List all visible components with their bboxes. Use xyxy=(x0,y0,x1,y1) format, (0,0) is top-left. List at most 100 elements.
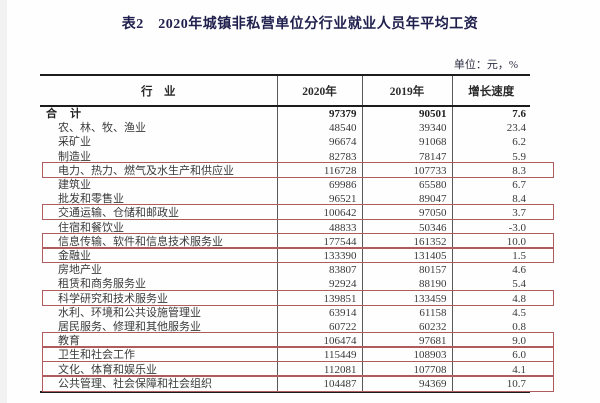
value-2019-cell: 65580 xyxy=(361,178,452,193)
value-2020-cell: 48833 xyxy=(276,220,362,235)
growth-cell: 23.4 xyxy=(451,121,530,136)
table-title: 表2 2020年城镇非私营单位分行业就业人员年平均工资 xyxy=(121,17,479,32)
value-2020-cell: 112081 xyxy=(276,362,362,377)
growth-cell: 10.0 xyxy=(451,234,530,250)
value-2020-cell: 69986 xyxy=(276,178,362,193)
table-row: 电力、热力、燃气及水生产和供应业 116728 107733 8.3 xyxy=(40,163,530,179)
value-2019-cell: 61158 xyxy=(361,305,452,321)
value-2019-cell: 97681 xyxy=(361,334,452,349)
industry-cell: 文化、体育和娱乐业 xyxy=(58,363,157,376)
value-2019-cell: 161352 xyxy=(361,234,452,250)
industry-cell: 采矿业 xyxy=(58,136,91,149)
value-2020-cell: 92924 xyxy=(276,277,362,292)
value-2019-cell: 107733 xyxy=(361,163,452,179)
growth-cell: -3.0 xyxy=(451,220,530,235)
growth-cell: 8.3 xyxy=(451,163,530,179)
value-2020-cell: 133390 xyxy=(276,249,362,264)
value-2020-cell: 139851 xyxy=(276,291,362,306)
value-2020-cell: 96674 xyxy=(276,135,362,150)
value-2020-cell: 115449 xyxy=(276,348,362,363)
growth-cell: 4.8 xyxy=(451,291,530,306)
growth-cell: 5.9 xyxy=(451,149,530,164)
value-2019-cell: 39340 xyxy=(361,121,452,136)
wage-table-wrap: 行 业 2020年 2019年 增长速度 合 计 97379 90501 7.6… xyxy=(40,74,554,394)
table-row: 教育 106474 97681 9.0 xyxy=(40,334,530,349)
industry-cell: 卫生和社会工作 xyxy=(58,349,135,362)
industry-cell: 农、林、牧、渔业 xyxy=(58,122,146,135)
table-row: 农、林、牧、渔业 48540 39340 23.4 xyxy=(40,121,530,136)
col-header-2019: 2019年 xyxy=(361,75,452,107)
value-2019-cell: 108903 xyxy=(361,348,452,363)
value-2019-cell: 90501 xyxy=(361,106,452,122)
growth-cell: 1.5 xyxy=(451,249,530,264)
value-2019-cell: 88190 xyxy=(361,277,452,292)
value-2020-cell: 63914 xyxy=(276,305,362,321)
value-2019-cell: 60232 xyxy=(361,320,452,335)
table-row: 房地产业 83807 80157 4.6 xyxy=(40,263,530,278)
value-2020-cell: 177544 xyxy=(276,234,362,250)
table-row: 批发和零售业 96521 89047 8.4 xyxy=(40,192,530,207)
table-row: 合 计 97379 90501 7.6 xyxy=(40,106,530,122)
value-2019-cell: 80157 xyxy=(361,263,452,278)
industry-cell: 信息传输、软件和信息技术服务业 xyxy=(58,235,223,248)
value-2019-cell: 97050 xyxy=(361,206,452,221)
growth-cell: 9.0 xyxy=(451,334,530,349)
table-row: 公共管理、社会保障和社会组织 104487 94369 10.7 xyxy=(40,376,530,393)
table-row: 住宿和餐饮业 48833 50346 -3.0 xyxy=(40,220,530,235)
value-2020-cell: 116728 xyxy=(276,163,362,179)
col-header-growth: 增长速度 xyxy=(451,75,530,107)
industry-cell: 金融业 xyxy=(58,250,91,263)
value-2019-cell: 50346 xyxy=(361,220,452,235)
value-2020-cell: 96521 xyxy=(276,192,362,207)
table-row: 文化、体育和娱乐业 112081 107708 4.1 xyxy=(40,362,530,377)
industry-cell: 科学研究和技术服务业 xyxy=(58,292,168,305)
industry-cell: 批发和零售业 xyxy=(58,193,124,206)
value-2019-cell: 94369 xyxy=(361,376,452,393)
industry-cell: 水利、环境和公共设施管理业 xyxy=(58,306,201,319)
value-2019-cell: 133459 xyxy=(361,291,452,306)
industry-cell: 住宿和餐饮业 xyxy=(58,221,124,234)
industry-cell: 制造业 xyxy=(58,150,91,163)
table-row: 采矿业 96674 91068 6.2 xyxy=(40,135,530,150)
industry-cell: 交通运输、仓储和邮政业 xyxy=(58,207,179,220)
table-row: 信息传输、软件和信息技术服务业 177544 161352 10.0 xyxy=(40,234,530,250)
value-2019-cell: 131405 xyxy=(361,249,452,264)
wage-table: 行 业 2020年 2019年 增长速度 合 计 97379 90501 7.6… xyxy=(40,74,530,394)
table-row: 科学研究和技术服务业 139851 133459 4.8 xyxy=(40,291,530,306)
value-2019-cell: 107708 xyxy=(361,362,452,377)
value-2020-cell: 104487 xyxy=(276,376,362,393)
growth-cell: 10.7 xyxy=(451,376,530,393)
growth-cell: 0.8 xyxy=(451,320,530,335)
industry-cell: 合 计 xyxy=(46,108,82,120)
industry-cell: 房地产业 xyxy=(58,264,102,277)
growth-cell: 8.4 xyxy=(451,192,530,207)
growth-cell: 5.4 xyxy=(451,277,530,292)
growth-cell: 4.6 xyxy=(451,263,530,278)
industry-cell: 居民服务、修理和其他服务业 xyxy=(58,321,201,334)
table-row: 居民服务、修理和其他服务业 60722 60232 0.8 xyxy=(40,320,530,335)
value-2020-cell: 97379 xyxy=(276,106,362,122)
growth-cell: 6.0 xyxy=(451,348,530,363)
value-2020-cell: 82783 xyxy=(276,149,362,164)
table-row: 建筑业 69986 65580 6.7 xyxy=(40,178,530,193)
growth-cell: 3.7 xyxy=(451,206,530,221)
table-row: 租赁和商务服务业 92924 88190 5.4 xyxy=(40,277,530,292)
value-2020-cell: 60722 xyxy=(276,320,362,335)
industry-cell: 教育 xyxy=(58,335,80,348)
growth-cell: 6.2 xyxy=(451,135,530,150)
value-2019-cell: 91068 xyxy=(361,135,452,150)
value-2019-cell: 89047 xyxy=(361,192,452,207)
value-2019-cell: 78147 xyxy=(361,149,452,164)
industry-cell: 公共管理、社会保障和社会组织 xyxy=(58,377,212,390)
growth-cell: 6.7 xyxy=(451,178,530,193)
value-2020-cell: 106474 xyxy=(276,334,362,349)
value-2020-cell: 83807 xyxy=(276,263,362,278)
industry-cell: 电力、热力、燃气及水生产和供应业 xyxy=(58,164,234,177)
growth-cell: 4.5 xyxy=(451,305,530,321)
header-row: 行 业 2020年 2019年 增长速度 xyxy=(40,75,530,107)
table-row: 水利、环境和公共设施管理业 63914 61158 4.5 xyxy=(40,305,530,321)
growth-cell: 4.1 xyxy=(451,362,530,377)
industry-cell: 租赁和商务服务业 xyxy=(58,278,146,291)
col-header-2020: 2020年 xyxy=(276,75,362,107)
